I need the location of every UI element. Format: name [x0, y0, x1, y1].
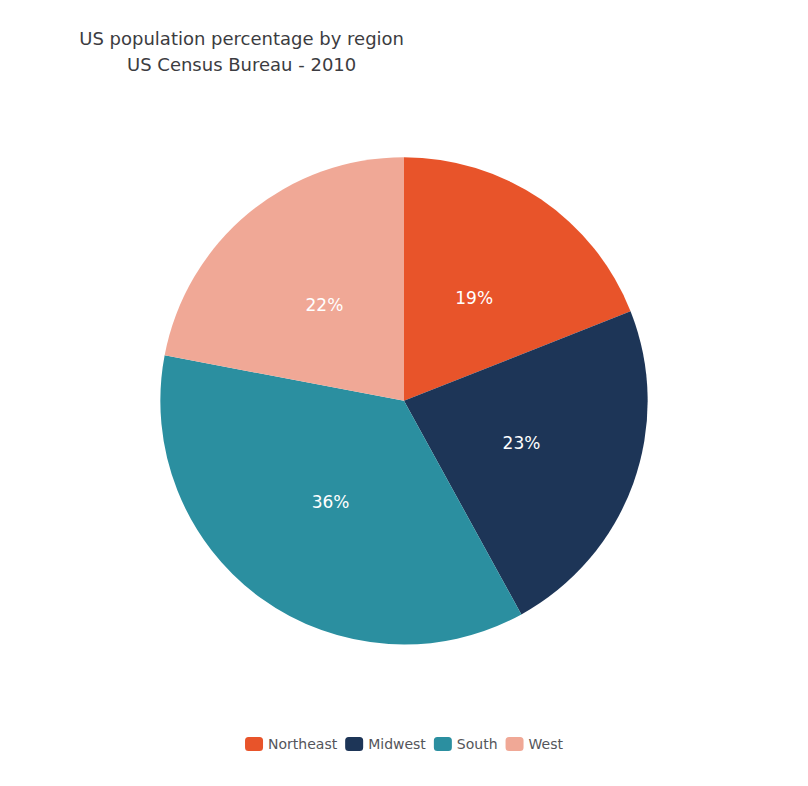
svg-text:23%: 23%: [503, 433, 541, 453]
svg-text:West: West: [529, 736, 564, 752]
svg-text:22%: 22%: [306, 295, 344, 315]
svg-text:US population percentage by re: US population percentage by region: [79, 28, 404, 49]
svg-text:Northeast: Northeast: [268, 736, 338, 752]
svg-text:South: South: [457, 736, 498, 752]
svg-text:US Census Bureau - 2010: US Census Bureau - 2010: [127, 54, 356, 75]
svg-text:36%: 36%: [312, 492, 350, 512]
svg-text:Midwest: Midwest: [368, 736, 426, 752]
svg-text:19%: 19%: [455, 288, 493, 308]
